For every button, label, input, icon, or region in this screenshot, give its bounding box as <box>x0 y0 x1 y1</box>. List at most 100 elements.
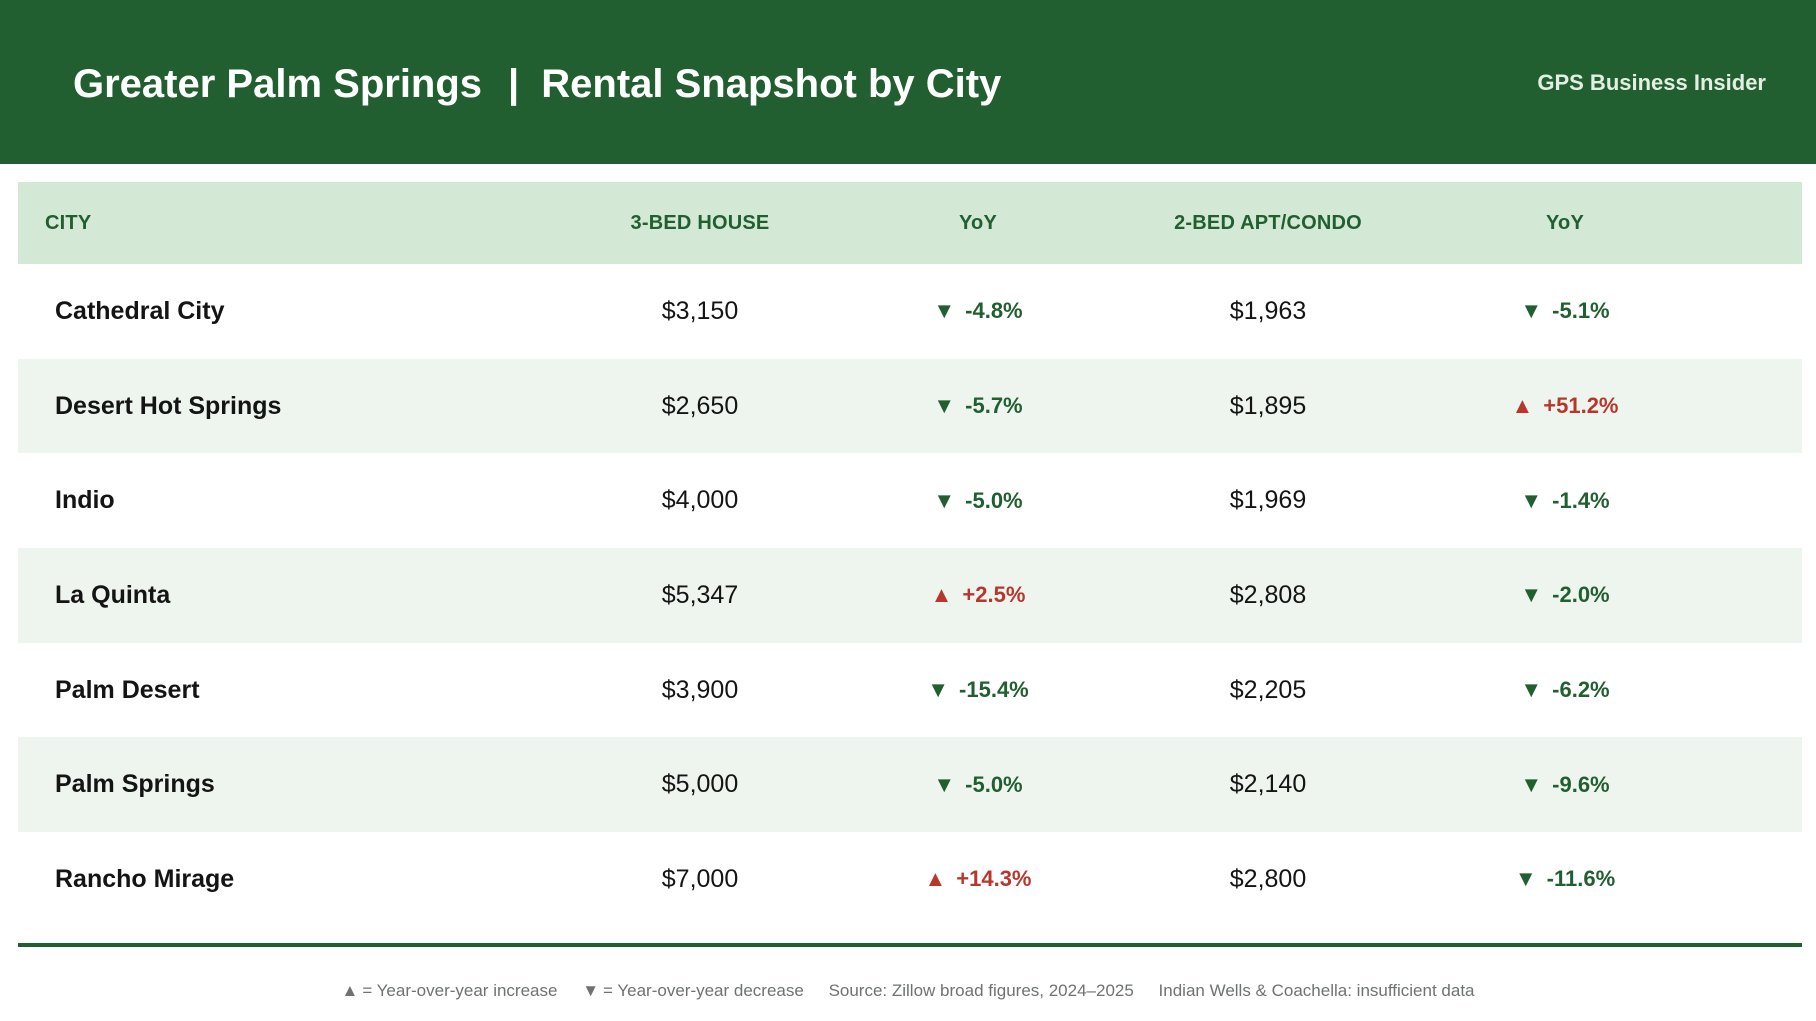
house-yoy-value: -5.0% <box>965 771 1023 797</box>
city-cell: Desert Hot Springs <box>18 359 535 454</box>
table-row: Cathedral City $3,150 ▼ -4.8% $1,963 ▼ -5.1% <box>18 264 1802 359</box>
down-triangle-icon: ▼ <box>1520 582 1543 608</box>
house-rent-value: $5,000 <box>661 770 739 799</box>
house-yoy-value: -15.4% <box>959 677 1029 703</box>
house-yoy-cell: ▼ -5.0% <box>828 453 1128 548</box>
legend-increase-label: = Year-over-year increase <box>362 981 558 1000</box>
header-banner: Greater Palm Springs | Rental Snapshot by … <box>0 0 1816 164</box>
apt-rent-value: $2,808 <box>1229 580 1307 609</box>
house-yoy-value: +2.5% <box>962 582 1026 608</box>
apt-rent-value: $2,205 <box>1229 675 1307 704</box>
legend-increase: ▲ = Year-over-year increase <box>341 978 557 1004</box>
city-cell: Cathedral City <box>18 264 535 359</box>
apt-yoy-change: ▼ -5.1% <box>1520 298 1609 324</box>
apt-rent-value: $2,800 <box>1229 864 1307 893</box>
house-rent-value: $3,900 <box>661 675 739 704</box>
house-yoy-value: -5.0% <box>965 487 1023 513</box>
up-triangle-icon: ▲ <box>341 981 359 1000</box>
house-rent-cell: $5,347 <box>450 548 950 643</box>
apt-yoy-change: ▼ -2.0% <box>1520 582 1609 608</box>
house-yoy-value: -5.7% <box>965 393 1023 419</box>
house-yoy-change: ▼ -5.7% <box>933 393 1022 419</box>
house-yoy-cell: ▼ -15.4% <box>828 643 1128 738</box>
house-rent-cell: $3,900 <box>450 643 950 738</box>
apt-rent-cell: $2,140 <box>1018 737 1518 832</box>
apt-rent-value: $1,969 <box>1229 486 1307 515</box>
rental-table: CITY 3-BED HOUSE YoY 2-BED APT/CONDO YoY… <box>18 182 1802 927</box>
city-name: Rancho Mirage <box>55 864 235 893</box>
down-triangle-icon: ▼ <box>927 677 950 703</box>
house-rent-cell: $2,650 <box>450 359 950 454</box>
table-row: Indio $4,000 ▼ -5.0% $1,969 ▼ -1.4% <box>18 453 1802 548</box>
table-row: Rancho Mirage $7,000 ▲ +14.3% $2,800 ▼ -11.6% <box>18 832 1802 927</box>
apt-rent-cell: $1,895 <box>1018 359 1518 454</box>
down-triangle-icon: ▼ <box>1514 866 1537 892</box>
house-rent-cell: $3,150 <box>450 264 950 359</box>
house-yoy-change: ▼ -15.4% <box>927 677 1029 703</box>
legend-decrease-label: = Year-over-year decrease <box>603 981 804 1000</box>
table-row: Desert Hot Springs $2,650 ▼ -5.7% $1,895 ▲ +51… <box>18 358 1802 454</box>
house-yoy-cell: ▼ -4.8% <box>828 264 1128 359</box>
source-note: Source: Zillow broad figures, 2024–2025 <box>828 981 1134 1000</box>
apt-yoy-cell: ▼ -11.6% <box>1415 832 1715 927</box>
apt-yoy-change: ▼ -11.6% <box>1515 866 1615 892</box>
apt-yoy-cell: ▲ +51.2% <box>1415 359 1715 454</box>
down-triangle-icon: ▼ <box>1520 771 1543 797</box>
apt-yoy-value: -1.4% <box>1552 487 1610 513</box>
apt-yoy-cell: ▼ -5.1% <box>1415 264 1715 359</box>
table-row: La Quinta $5,347 ▲ +2.5% $2,808 ▼ -2.0% <box>18 548 1802 643</box>
city-name: Indio <box>55 486 115 515</box>
down-triangle-icon: ▼ <box>933 298 956 324</box>
city-cell: Palm Desert <box>18 643 535 738</box>
house-yoy-change: ▲ +2.5% <box>931 582 1026 608</box>
apt-rent-value: $2,140 <box>1229 770 1307 799</box>
data-note: Indian Wells & Coachella: insufficient d… <box>1158 981 1475 1000</box>
house-yoy-change: ▼ -5.0% <box>933 488 1022 514</box>
table-bottom-rule <box>18 943 1802 947</box>
apt-rent-value: $1,895 <box>1229 391 1307 420</box>
down-triangle-icon: ▼ <box>933 771 956 797</box>
title-subject: Rental Snapshot by City <box>541 62 1002 106</box>
up-triangle-icon: ▲ <box>930 582 953 608</box>
apt-rent-cell: $1,969 <box>1018 453 1518 548</box>
city-name: Palm Desert <box>55 675 200 704</box>
house-rent-value: $5,347 <box>661 580 739 609</box>
apt-yoy-value: -9.6% <box>1552 771 1610 797</box>
down-triangle-icon: ▼ <box>933 393 956 419</box>
house-yoy-cell: ▼ -5.0% <box>828 737 1128 832</box>
apt-yoy-change: ▲ +51.2% <box>1511 393 1618 419</box>
city-cell: Rancho Mirage <box>18 832 535 927</box>
down-triangle-icon: ▼ <box>1520 677 1543 703</box>
apt-yoy-value: -5.1% <box>1552 298 1610 324</box>
house-yoy-cell: ▲ +14.3% <box>828 832 1128 927</box>
city-name: Palm Springs <box>55 770 215 799</box>
house-rent-value: $4,000 <box>661 486 739 515</box>
city-name: Cathedral City <box>55 296 225 325</box>
apt-rent-cell: $2,205 <box>1018 643 1518 738</box>
column-header-3-bed-house: 3-BED HOUSE <box>630 211 770 234</box>
city-name: La Quinta <box>55 580 171 609</box>
apt-rent-cell: $2,800 <box>1018 832 1518 927</box>
column-header-apt-yoy: YoY <box>1545 211 1584 234</box>
house-yoy-cell: ▼ -5.7% <box>828 359 1128 454</box>
city-name: Desert Hot Springs <box>55 391 282 420</box>
apt-yoy-value: -11.6% <box>1546 866 1616 892</box>
footer-legend: ▲ = Year-over-year increase ▼ = Year-over-… <box>0 978 1816 1004</box>
up-triangle-icon: ▲ <box>924 866 947 892</box>
table-body: Cathedral City $3,150 ▼ -4.8% $1,963 ▼ -5.1% De… <box>18 264 1802 927</box>
publication-brand: GPS Business Insider <box>1537 70 1766 95</box>
table-header-row: CITY 3-BED HOUSE YoY 2-BED APT/CONDO YoY <box>18 182 1802 264</box>
apt-yoy-change: ▼ -9.6% <box>1520 772 1609 798</box>
apt-yoy-cell: ▼ -1.4% <box>1415 453 1715 548</box>
city-cell: Palm Springs <box>18 737 535 832</box>
house-yoy-value: +14.3% <box>956 866 1032 892</box>
house-yoy-change: ▼ -5.0% <box>933 772 1022 798</box>
apt-rent-cell: $1,963 <box>1018 264 1518 359</box>
down-triangle-icon: ▼ <box>582 981 600 1000</box>
apt-yoy-value: -6.2% <box>1552 677 1610 703</box>
house-rent-cell: $4,000 <box>450 453 950 548</box>
table-row: Palm Desert $3,900 ▼ -15.4% $2,205 ▼ -6.2% <box>18 643 1802 738</box>
column-header-2-bed-apt: 2-BED APT/CONDO <box>1174 211 1362 234</box>
down-triangle-icon: ▼ <box>1520 298 1543 324</box>
apt-yoy-value: +51.2% <box>1543 393 1619 419</box>
